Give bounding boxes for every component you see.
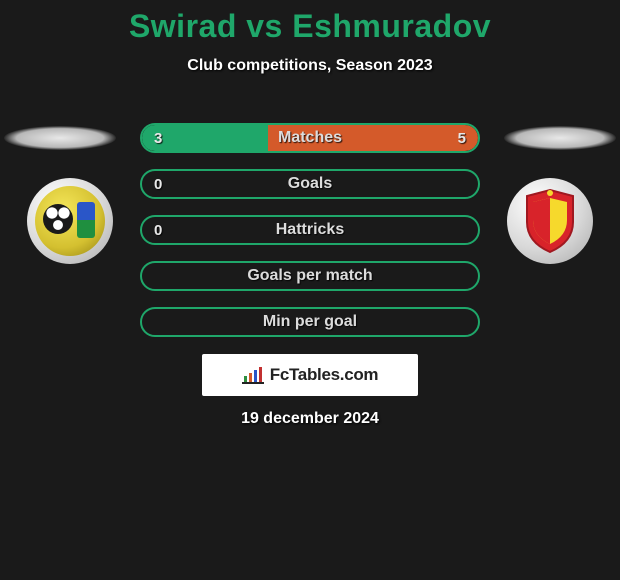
stat-bar-label: Min per goal	[142, 309, 478, 335]
stat-bar-value-left: 3	[154, 125, 162, 151]
date-label: 19 december 2024	[0, 410, 620, 428]
player-left-shadow	[4, 126, 116, 150]
crest-stripe-icon	[77, 202, 95, 238]
stats-bars: Matches35Goals0Hattricks0Goals per match…	[140, 123, 480, 353]
stat-bar-value-right: 5	[458, 125, 466, 151]
player-left-crest	[27, 178, 113, 264]
stat-bar-row: Matches3 5	[140, 123, 480, 153]
player-right-shield-icon	[523, 188, 577, 254]
stat-bar-row: Goals0	[140, 169, 480, 199]
branding-badge: FcTables.com	[202, 354, 418, 396]
stat-bar-label: Matches	[142, 125, 478, 151]
bar-chart-icon	[242, 366, 264, 384]
soccer-ball-icon	[43, 204, 73, 234]
subtitle: Club competitions, Season 2023	[0, 57, 620, 75]
stat-bar-row: Hattricks0	[140, 215, 480, 245]
stat-bar-value-left: 0	[154, 171, 162, 197]
stat-bar-row: Goals per match	[140, 261, 480, 291]
player-right-crest	[507, 178, 593, 264]
branding-text: FcTables.com	[270, 365, 379, 385]
page-title: Swirad vs Eshmuradov	[0, 0, 620, 45]
stat-bar-value-left: 0	[154, 217, 162, 243]
stat-bar-label: Goals	[142, 171, 478, 197]
stat-bar-row: Min per goal	[140, 307, 480, 337]
stat-bar-label: Goals per match	[142, 263, 478, 289]
player-left-crest-inner	[35, 186, 105, 256]
stat-bar-label: Hattricks	[142, 217, 478, 243]
player-right-shadow	[504, 126, 616, 150]
